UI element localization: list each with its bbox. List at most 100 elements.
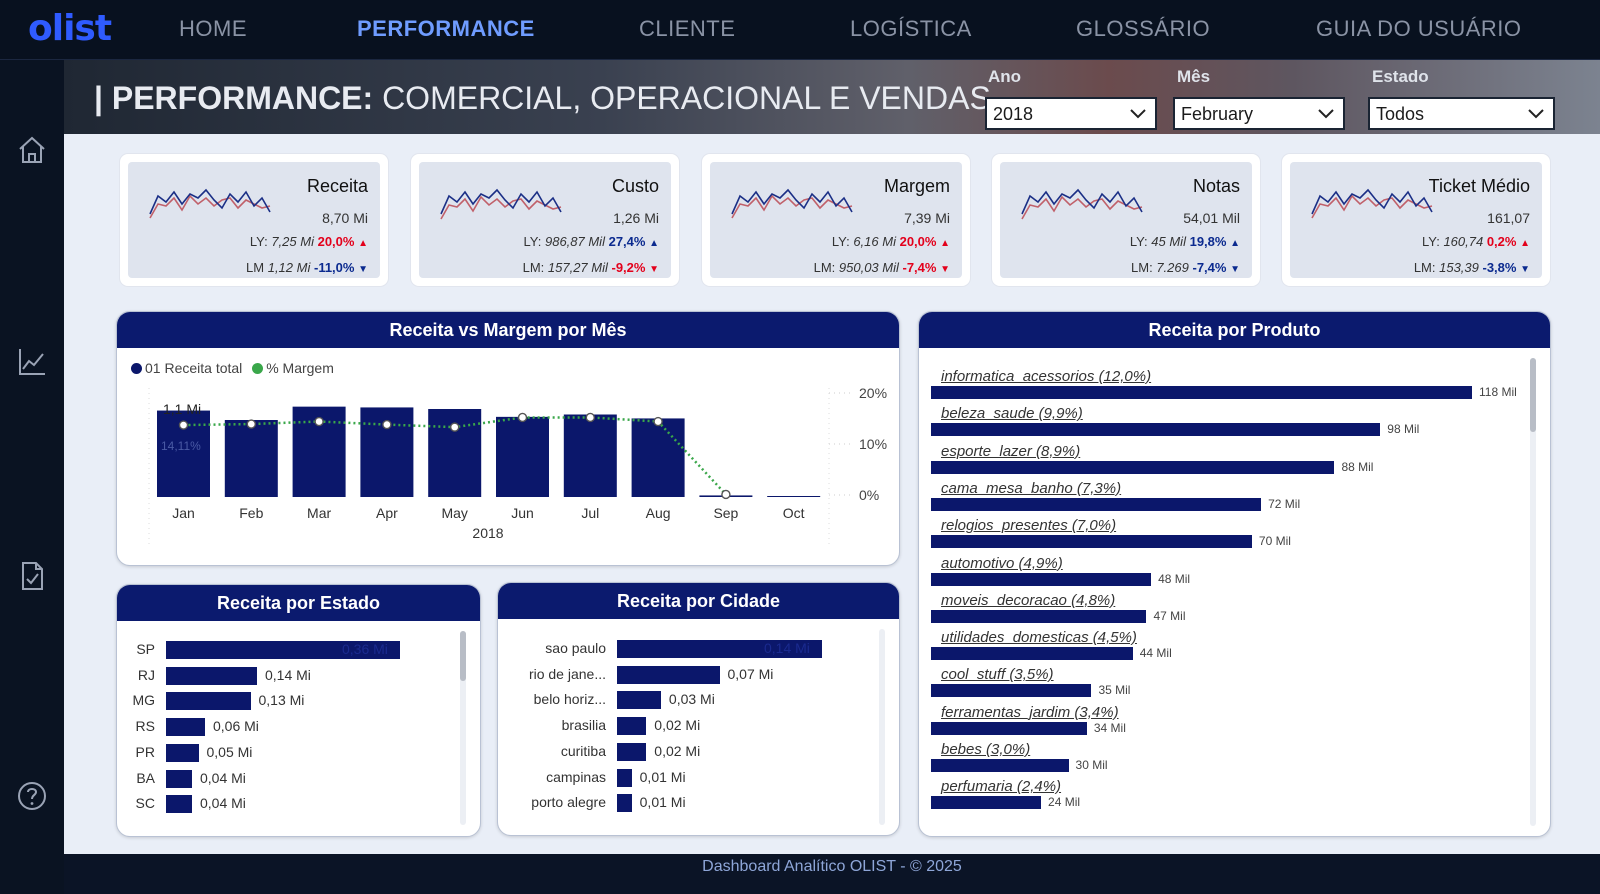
nav-home[interactable]: HOME <box>179 16 247 41</box>
nav-glossario[interactable]: GLOSSÁRIO <box>1076 16 1211 41</box>
bar-automotivo[interactable] <box>931 572 1152 586</box>
margem-point-aug[interactable] <box>653 416 663 427</box>
nav-performance[interactable]: PERFORMANCE <box>357 16 535 41</box>
document-check-icon[interactable] <box>16 560 48 592</box>
bar-value: 98 Mil <box>1387 422 1420 437</box>
kpi-value: 54,01 Mil <box>1183 210 1240 226</box>
bar-label: PR <box>135 743 155 760</box>
product-label[interactable]: utilidades_domesticas (4,5%) <box>941 629 1137 647</box>
bar-receita-jul[interactable] <box>563 414 617 498</box>
bar-utilidades-domesticas[interactable] <box>931 647 1133 661</box>
bar-rj[interactable] <box>166 666 257 685</box>
product-label[interactable]: perfumaria (2,4%) <box>941 778 1062 796</box>
filter-mes-dropdown[interactable]: February <box>1173 97 1345 130</box>
bar-receita-may[interactable] <box>428 409 482 497</box>
scrollbar[interactable] <box>460 631 466 825</box>
home-icon[interactable] <box>16 134 48 166</box>
bar-moveis-decoracao[interactable] <box>931 609 1147 623</box>
kpi-ly-pct: 20,0% <box>317 234 355 249</box>
kpi-lm-value: 153,39 <box>1439 260 1479 275</box>
scrollbar-thumb[interactable] <box>1530 358 1536 432</box>
scrollbar[interactable] <box>1530 358 1536 826</box>
nav-cliente[interactable]: CLIENTE <box>639 16 736 41</box>
bar-curitiba[interactable] <box>617 742 647 761</box>
filter-estado-dropdown[interactable]: Todos <box>1368 97 1555 130</box>
kpi-lm-pct: -7,4% <box>902 260 937 275</box>
bar-sc[interactable] <box>166 795 192 814</box>
bar-bebes[interactable] <box>931 759 1069 772</box>
bar-belo-horiz-[interactable] <box>617 691 661 710</box>
sparkline-ly <box>149 194 271 219</box>
bar-informatica-acessorios[interactable] <box>931 386 1472 399</box>
kpi-card-body: Custo 1,26 Mi LY: 986,87 Mil 27,4% ▲ LM:… <box>419 162 671 278</box>
margem-point-mar[interactable] <box>314 416 324 427</box>
bar-sao-paulo[interactable] <box>617 640 822 658</box>
bar-perfumaria[interactable] <box>931 796 1042 810</box>
olist-logo[interactable]: olist <box>28 8 112 49</box>
product-label[interactable]: informatica_acessorios (12,0%) <box>941 368 1152 385</box>
product-label[interactable]: beleza_saude (9,9%) <box>941 405 1083 423</box>
product-label[interactable]: cama_mesa_banho (7,3%) <box>941 479 1122 497</box>
panel-title: Receita por Estado <box>117 585 480 621</box>
bar-cool-stuff[interactable] <box>931 684 1092 698</box>
product-label[interactable]: ferramentas_jardim (3,4%) <box>941 703 1119 721</box>
product-label[interactable]: automotivo (4,9%) <box>941 554 1063 572</box>
bar-sp[interactable] <box>166 641 400 659</box>
bar-pr[interactable] <box>166 743 199 762</box>
nav-logistica[interactable]: LOGÍSTICA <box>850 16 972 41</box>
nav-guia-do-usuario[interactable]: GUIA DO USUÁRIO <box>1316 16 1522 41</box>
bar-mg[interactable] <box>166 692 251 711</box>
margem-point-jun[interactable] <box>517 412 528 423</box>
filter-ano-label: Ano <box>988 67 1022 86</box>
bar-label: RS <box>135 718 155 735</box>
kpi-title: Notas <box>1192 176 1240 196</box>
arrow-down-icon: ▼ <box>940 264 950 275</box>
bar-receita-aug[interactable] <box>631 418 685 497</box>
bar-brasilia[interactable] <box>617 717 647 736</box>
legend-receita[interactable]: 01 Receita total <box>145 360 243 376</box>
margem-point-jul[interactable] <box>585 412 595 423</box>
bar-ba[interactable] <box>166 769 192 788</box>
y2-tick-label: 10% <box>859 436 887 452</box>
margem-point-may[interactable] <box>450 422 460 432</box>
kpi-ly-label: LY: <box>249 234 268 249</box>
bar-value: 0,02 Mi <box>654 717 701 734</box>
product-label[interactable]: moveis_decoracao (4,8%) <box>941 591 1116 609</box>
bar-label: rio de jane... <box>528 665 606 682</box>
kpi-ly-pct: 20,0% <box>899 234 937 249</box>
x-tick-label: Jul <box>581 505 599 521</box>
product-label[interactable]: bebes (3,0%) <box>941 741 1031 758</box>
bar-beleza-saude[interactable] <box>931 423 1381 437</box>
scrollbar-thumb[interactable] <box>460 631 466 681</box>
margem-point-feb[interactable] <box>246 419 257 429</box>
margem-point-jan[interactable] <box>178 420 189 430</box>
bar-rio-de-jane-[interactable] <box>617 665 720 684</box>
bar-campinas[interactable] <box>617 768 632 787</box>
bar-ferramentas-jardim[interactable] <box>931 721 1087 735</box>
kpi-value: 1,26 Mi <box>613 210 659 226</box>
legend-margem[interactable]: % Margem <box>266 360 334 376</box>
filter-ano-dropdown[interactable]: 2018 <box>985 97 1157 130</box>
kpi-lm-value: 950,03 Mil <box>838 260 899 275</box>
bar-porto-alegre[interactable] <box>617 794 632 813</box>
bar-receita-jun[interactable] <box>496 416 549 497</box>
help-icon[interactable] <box>16 780 48 812</box>
product-label[interactable]: relogios_presentes (7,0%) <box>941 517 1117 535</box>
margem-point-sep[interactable] <box>721 489 731 500</box>
bar-value: 35 Mil <box>1098 683 1131 698</box>
bar-value: 0,13 Mi <box>258 692 305 709</box>
margem-point-apr[interactable] <box>382 419 392 430</box>
panel-title: Receita por Produto <box>919 312 1550 348</box>
product-label[interactable]: esporte_lazer (8,9%) <box>941 442 1081 460</box>
line-chart-icon[interactable] <box>16 346 48 378</box>
bar-receita-oct[interactable] <box>767 496 821 497</box>
bar-rs[interactable] <box>166 718 205 737</box>
bar-cama-mesa-banho[interactable] <box>931 497 1262 511</box>
scrollbar[interactable] <box>879 629 885 825</box>
bar-relogios-presentes[interactable] <box>931 535 1252 549</box>
kpi-card-custo: Custo 1,26 Mi LY: 986,87 Mil 27,4% ▲ LM:… <box>411 154 679 286</box>
x-tick-label: Feb <box>239 505 263 521</box>
bar-esporte-lazer[interactable] <box>931 460 1335 474</box>
bar-receita-feb[interactable] <box>224 420 278 497</box>
product-label[interactable]: cool_stuff (3,5%) <box>941 666 1054 684</box>
